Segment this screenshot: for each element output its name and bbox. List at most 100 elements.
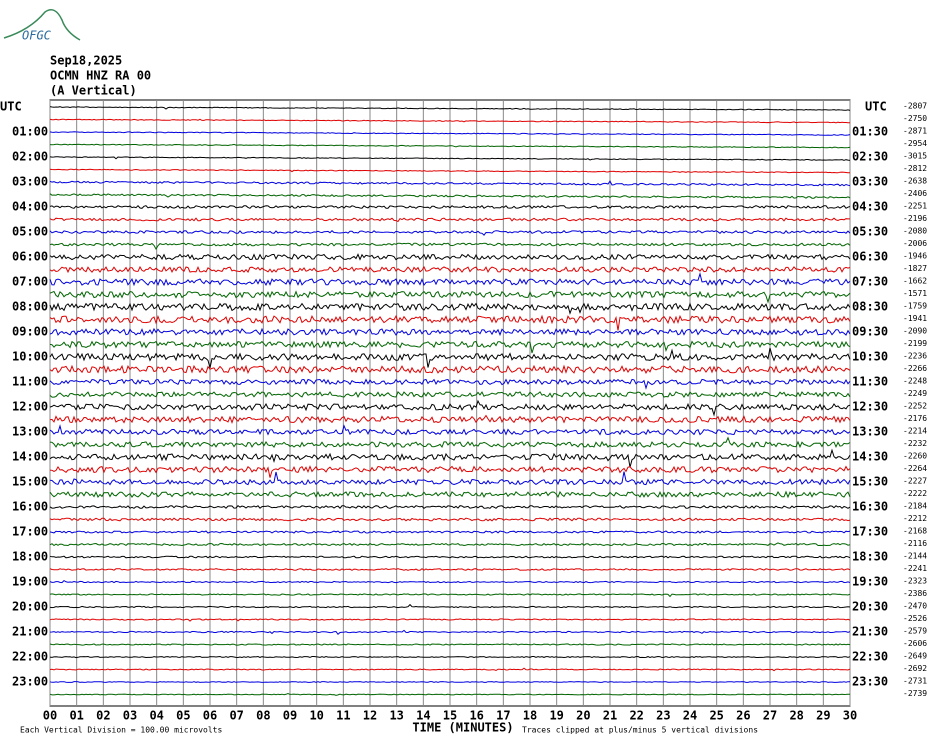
x-tick-label: 13 <box>389 709 403 723</box>
trace <box>49 643 851 646</box>
trace <box>49 302 851 315</box>
trace <box>49 517 851 522</box>
trace <box>49 327 851 337</box>
left-time-label: 14:00 <box>12 450 48 464</box>
trace-offset: -1946 <box>903 252 927 261</box>
left-time-label: 01:00 <box>12 125 48 139</box>
trace <box>49 629 851 636</box>
trace <box>49 265 851 274</box>
x-tick-label: 29 <box>816 709 830 723</box>
left-time-label: 15:00 <box>12 475 48 489</box>
x-tick-label: 06 <box>203 709 217 723</box>
trace-offset: -2222 <box>903 489 927 498</box>
trace-offset: -2184 <box>903 502 927 511</box>
right-time-label: 06:30 <box>852 250 888 264</box>
right-time-label: 18:30 <box>852 550 888 564</box>
trace-offset: -2212 <box>903 514 927 523</box>
trace-offset: -2080 <box>903 227 927 236</box>
trace <box>49 471 851 486</box>
trace-offset: -2241 <box>903 564 927 573</box>
left-time-label: 10:00 <box>12 350 48 364</box>
trace <box>49 681 850 683</box>
trace <box>49 180 851 187</box>
trace-offset: -2812 <box>903 164 927 173</box>
trace-offset: -2264 <box>903 464 927 473</box>
right-time-label: 21:30 <box>852 625 888 639</box>
left-time-label: 18:00 <box>12 550 48 564</box>
left-time-label: 05:00 <box>12 225 48 239</box>
trace-offset: -2168 <box>903 527 927 536</box>
x-tick-label: 20 <box>576 709 590 723</box>
trace <box>49 143 851 149</box>
trace-offset: -1941 <box>903 314 927 323</box>
left-time-label: 16:00 <box>12 500 48 514</box>
x-tick-label: 18 <box>523 709 537 723</box>
x-tick-label: 01 <box>69 709 83 723</box>
right-time-label: 23:30 <box>852 675 888 689</box>
trace-offset: -2731 <box>903 677 927 686</box>
left-time-label: 02:00 <box>12 150 48 164</box>
trace-offset: -2606 <box>903 639 927 648</box>
left-time-label: 12:00 <box>12 400 48 414</box>
trace <box>49 118 850 124</box>
trace-offset: -2470 <box>903 602 927 611</box>
x-tick-label: 10 <box>309 709 323 723</box>
left-axis-title: UTC <box>0 100 22 114</box>
trace-offset: -2739 <box>903 689 927 698</box>
right-time-label: 16:30 <box>852 500 888 514</box>
right-time-label: 12:30 <box>852 400 888 414</box>
trace-offset: -1662 <box>903 277 927 286</box>
left-time-label: 22:00 <box>12 650 48 664</box>
trace <box>49 106 851 111</box>
right-time-label: 22:30 <box>852 650 888 664</box>
trace-offset: -2248 <box>903 377 927 386</box>
trace-offset: -2144 <box>903 552 927 561</box>
x-tick-label: 03 <box>123 709 137 723</box>
left-time-label: 03:00 <box>12 175 48 189</box>
left-time-label: 04:00 <box>12 200 48 214</box>
right-time-label: 20:30 <box>852 600 888 614</box>
trace <box>49 230 851 236</box>
left-time-label: 17:00 <box>12 525 48 539</box>
x-tick-label: 16 <box>469 709 483 723</box>
trace-offset: -2252 <box>903 402 927 411</box>
x-tick-label: 19 <box>549 709 563 723</box>
trace <box>49 131 851 136</box>
trace-offset: -2196 <box>903 214 927 223</box>
trace-offset: -2090 <box>903 327 927 336</box>
left-time-label: 11:00 <box>12 375 48 389</box>
date: Sep18,2025 <box>50 54 122 68</box>
trace-offset: -2236 <box>903 352 927 361</box>
right-time-label: 14:30 <box>852 450 888 464</box>
left-time-label: 07:00 <box>12 275 48 289</box>
x-tick-label: 22 <box>629 709 643 723</box>
trace-offset: -2807 <box>903 102 927 111</box>
right-axis-title: UTC <box>865 100 887 114</box>
x-tick-label: 17 <box>496 709 510 723</box>
trace-offset: -2871 <box>903 127 927 136</box>
trace <box>49 490 851 499</box>
left-time-label: 23:00 <box>12 675 48 689</box>
trace-offset: -2116 <box>903 539 927 548</box>
right-time-label: 17:30 <box>852 525 888 539</box>
x-axis-title: TIME (MINUTES) <box>412 721 513 735</box>
x-tick-label: 26 <box>736 709 750 723</box>
trace <box>49 168 850 174</box>
trace-offset: -2526 <box>903 614 927 623</box>
left-time-label: 19:00 <box>12 575 48 589</box>
trace <box>49 618 851 622</box>
right-time-label: 08:30 <box>852 300 888 314</box>
trace-offset: -2649 <box>903 652 927 661</box>
trace <box>49 314 851 331</box>
trace <box>49 242 851 250</box>
right-time-label: 07:30 <box>852 275 888 289</box>
trace <box>49 253 851 261</box>
trace <box>49 193 851 199</box>
trace <box>49 505 851 509</box>
trace-offset: -2638 <box>903 177 927 186</box>
trace-offset: -3015 <box>903 152 927 161</box>
trace <box>49 555 851 559</box>
x-tick-label: 23 <box>656 709 670 723</box>
trace-offset: -1827 <box>903 264 927 273</box>
